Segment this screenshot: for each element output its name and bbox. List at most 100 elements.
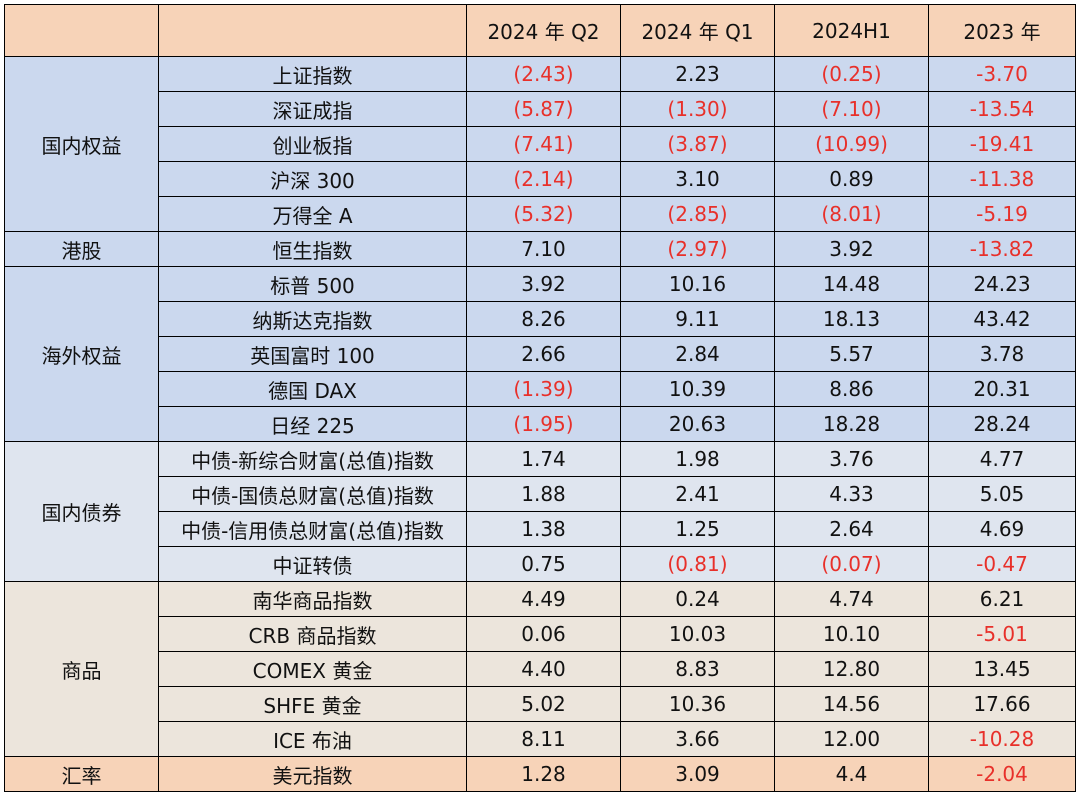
table-row: 中债-国债总财富(总值)指数 1.88 2.41 4.33 5.05 [5, 476, 1076, 512]
value-cell: 5.05 [928, 476, 1076, 512]
table-row: 港股 恒生指数 7.10 (2.97) 3.92 -13.82 [4, 231, 1076, 267]
table-row: 汇率 美元指数 1.28 3.09 4.4 -2.04 [4, 756, 1076, 792]
value-cell: -19.41 [928, 126, 1076, 162]
value-cell: 8.26 [466, 301, 621, 337]
header-cell [158, 4, 467, 57]
value-cell: (2.85) [620, 196, 775, 232]
table-row: 中证转债 0.75 (0.81) (0.07) -0.47 [5, 546, 1076, 582]
value-cell: 10.16 [620, 266, 775, 302]
category-cell: 商品 [4, 581, 159, 757]
value-cell: (1.95) [466, 406, 621, 442]
value-cell: -10.28 [928, 721, 1076, 757]
value-cell: 4.49 [466, 581, 621, 617]
index-name-cell: 沪深 300 [158, 161, 467, 197]
value-cell: 3.92 [466, 266, 621, 302]
index-name-cell: 德国 DAX [158, 371, 467, 407]
table-row: 纳斯达克指数 8.26 9.11 18.13 43.42 [5, 301, 1076, 337]
value-cell: 12.00 [774, 721, 929, 757]
category-cell: 国内债券 [4, 441, 159, 582]
value-cell: 24.23 [928, 266, 1076, 302]
value-cell: 1.74 [466, 441, 621, 477]
value-cell: (0.25) [774, 56, 929, 92]
header-cell [4, 4, 159, 57]
value-cell: (5.32) [466, 196, 621, 232]
value-cell: 12.80 [774, 651, 929, 687]
table-body: 国内权益 上证指数 (2.43) 2.23 (0.25) -3.70 深证成指 (5.87)(… [4, 56, 1076, 792]
table-row: COMEX 黄金 4.40 8.83 12.80 13.45 [5, 651, 1076, 687]
value-cell: 0.75 [466, 546, 621, 582]
value-cell: 20.31 [928, 371, 1076, 407]
value-cell: 4.4 [774, 756, 929, 792]
value-cell: 2.84 [620, 336, 775, 372]
header-cell: 2024 年 Q1 [620, 4, 775, 57]
index-name-cell: 中证转债 [158, 546, 467, 582]
value-cell: (10.99) [774, 126, 929, 162]
value-cell: 28.24 [928, 406, 1076, 442]
index-name-cell: COMEX 黄金 [158, 651, 467, 687]
index-name-cell: 中债-信用债总财富(总值)指数 [158, 511, 467, 547]
value-cell: 43.42 [928, 301, 1076, 337]
table-row: 海外权益 标普 500 3.92 10.16 14.48 24.23 [4, 266, 1076, 442]
value-cell: 8.86 [774, 371, 929, 407]
table-row: 万得全 A (5.32) (2.85) (8.01) -5.19 [5, 196, 1076, 232]
header-cell: 2024H1 [774, 4, 929, 57]
index-name-cell: 美元指数 [158, 756, 467, 792]
value-cell: 18.28 [774, 406, 929, 442]
index-name-cell: 南华商品指数 [158, 581, 467, 617]
header-cell: 2023 年 [928, 4, 1076, 57]
table-row: SHFE 黄金 5.02 10.36 14.56 17.66 [5, 686, 1076, 722]
value-cell: -13.82 [928, 231, 1076, 267]
value-cell: 1.28 [466, 756, 621, 792]
category-cell: 汇率 [4, 756, 159, 792]
value-cell: (0.81) [620, 546, 775, 582]
value-cell: 7.10 [466, 231, 621, 267]
value-cell: 14.48 [774, 266, 929, 302]
value-cell: (1.30) [620, 91, 775, 127]
value-cell: 4.77 [928, 441, 1076, 477]
value-cell: -11.38 [928, 161, 1076, 197]
value-cell: 0.06 [466, 616, 621, 652]
table-row: 中债-信用债总财富(总值)指数 1.38 1.25 2.64 4.69 [5, 511, 1076, 547]
category-cell: 国内权益 [4, 56, 159, 232]
value-cell: 3.09 [620, 756, 775, 792]
value-cell: 4.74 [774, 581, 929, 617]
index-name-cell: 标普 500 [158, 266, 467, 302]
header-row: 2024 年 Q2 2024 年 Q1 2024H1 2023 年 [4, 4, 1076, 57]
header-cell: 2024 年 Q2 [466, 4, 621, 57]
value-cell: 0.24 [620, 581, 775, 617]
index-name-cell: 英国富时 100 [158, 336, 467, 372]
index-name-cell: CRB 商品指数 [158, 616, 467, 652]
value-cell: 13.45 [928, 651, 1076, 687]
value-cell: (8.01) [774, 196, 929, 232]
table-row: 日经 225 (1.95) 20.63 18.28 28.24 [5, 406, 1076, 442]
value-cell: 14.56 [774, 686, 929, 722]
table-row: 沪深 300 (2.14) 3.10 0.89 -11.38 [5, 161, 1076, 197]
table-row: 英国富时 100 2.66 2.84 5.57 3.78 [5, 336, 1076, 372]
value-cell: 8.11 [466, 721, 621, 757]
value-cell: (2.43) [466, 56, 621, 92]
table-row: 深证成指 (5.87) (1.30) (7.10) -13.54 [5, 91, 1076, 127]
value-cell: 1.88 [466, 476, 621, 512]
category-cell: 港股 [4, 231, 159, 267]
value-cell: 6.21 [928, 581, 1076, 617]
value-cell: 10.03 [620, 616, 775, 652]
index-name-cell: SHFE 黄金 [158, 686, 467, 722]
value-cell: -13.54 [928, 91, 1076, 127]
value-cell: 3.66 [620, 721, 775, 757]
value-cell: -2.04 [928, 756, 1076, 792]
returns-table: 2024 年 Q2 2024 年 Q1 2024H1 2023 年 国内权益 上证… [4, 4, 1076, 792]
index-name-cell: 日经 225 [158, 406, 467, 442]
value-cell: 20.63 [620, 406, 775, 442]
value-cell: (7.10) [774, 91, 929, 127]
value-cell: 5.02 [466, 686, 621, 722]
value-cell: -5.01 [928, 616, 1076, 652]
table-row: 商品 南华商品指数 4.49 0.24 4.74 6.21 [4, 581, 1076, 757]
value-cell: 3.78 [928, 336, 1076, 372]
value-cell: -5.19 [928, 196, 1076, 232]
value-cell: 10.39 [620, 371, 775, 407]
index-name-cell: 万得全 A [158, 196, 467, 232]
value-cell: (2.97) [620, 231, 775, 267]
value-cell: 2.23 [620, 56, 775, 92]
value-cell: 0.89 [774, 161, 929, 197]
value-cell: 1.98 [620, 441, 775, 477]
